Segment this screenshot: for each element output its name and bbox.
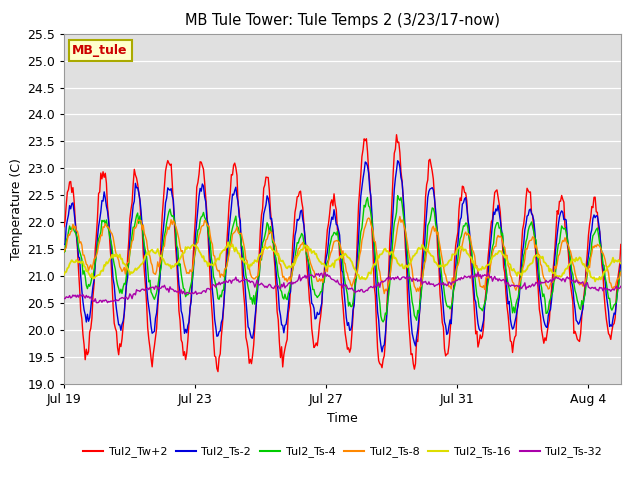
Legend: Tul2_Tw+2, Tul2_Ts-2, Tul2_Ts-4, Tul2_Ts-8, Tul2_Ts-16, Tul2_Ts-32: Tul2_Tw+2, Tul2_Ts-2, Tul2_Ts-4, Tul2_Ts… bbox=[79, 442, 606, 462]
X-axis label: Time: Time bbox=[327, 411, 358, 425]
Y-axis label: Temperature (C): Temperature (C) bbox=[10, 158, 23, 260]
Title: MB Tule Tower: Tule Temps 2 (3/23/17-now): MB Tule Tower: Tule Temps 2 (3/23/17-now… bbox=[185, 13, 500, 28]
Text: MB_tule: MB_tule bbox=[72, 44, 128, 57]
